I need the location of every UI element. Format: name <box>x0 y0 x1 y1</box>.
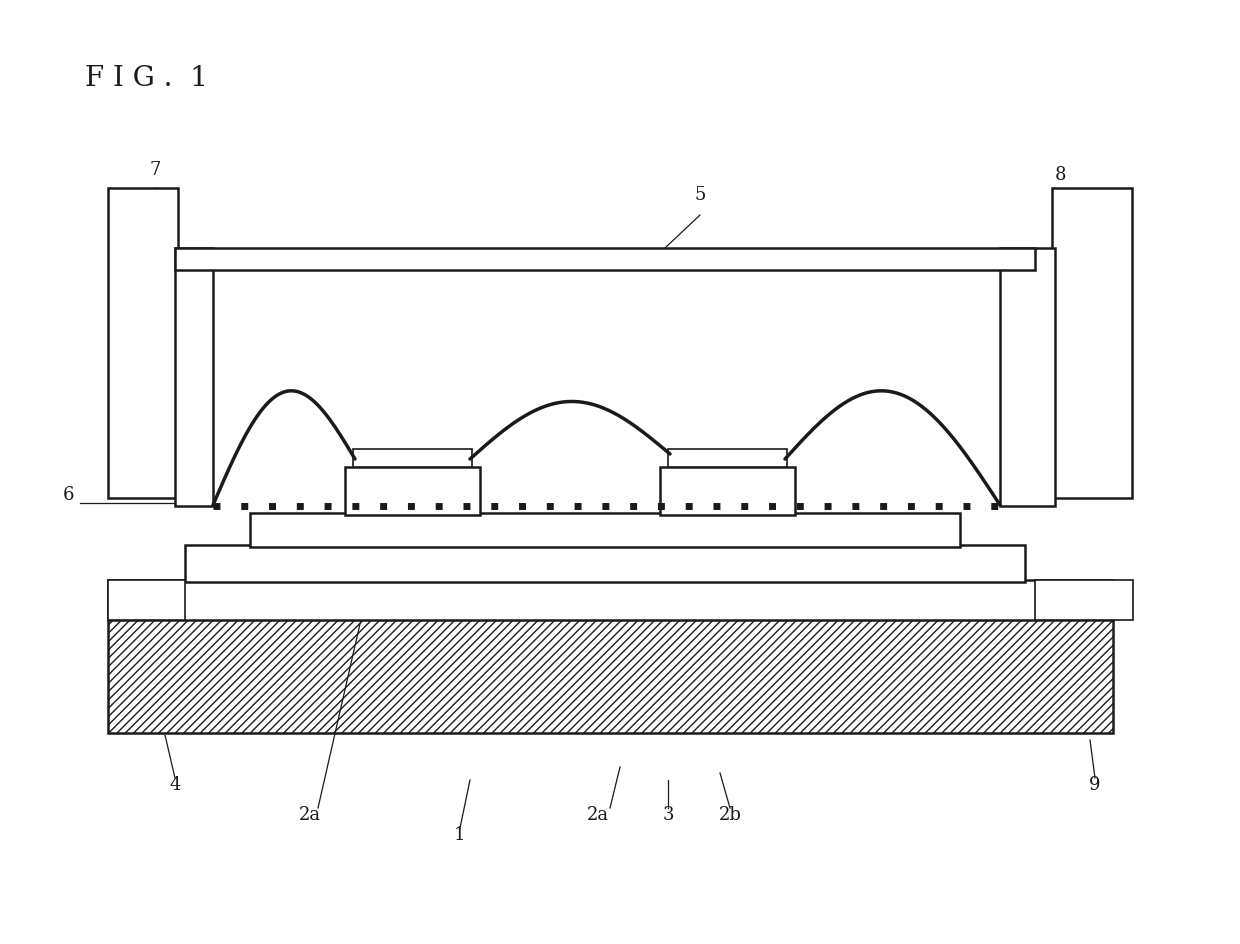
Bar <box>353 449 472 467</box>
Text: 8: 8 <box>1054 166 1065 184</box>
Bar <box>185 545 1025 582</box>
Text: 7: 7 <box>149 161 161 179</box>
Text: 2a: 2a <box>299 806 321 824</box>
Text: 4: 4 <box>170 776 181 794</box>
Bar <box>108 580 1114 620</box>
Text: F I G .  1: F I G . 1 <box>86 65 208 92</box>
Text: 5: 5 <box>694 186 706 204</box>
Text: 6: 6 <box>62 486 73 504</box>
Bar <box>250 513 960 547</box>
Bar <box>175 248 1035 270</box>
Bar <box>668 449 787 467</box>
Bar <box>108 618 1114 733</box>
Bar <box>660 467 795 515</box>
Bar <box>345 467 480 515</box>
Bar <box>108 188 179 498</box>
Bar <box>1035 580 1133 620</box>
Bar <box>1052 188 1132 498</box>
Text: 1: 1 <box>454 826 466 844</box>
Bar <box>108 580 185 620</box>
Bar <box>999 248 1055 506</box>
Text: 9: 9 <box>1089 776 1101 794</box>
Text: 2b: 2b <box>718 806 742 824</box>
Bar <box>175 248 213 506</box>
Text: 2a: 2a <box>587 806 609 824</box>
Text: 3: 3 <box>662 806 673 824</box>
